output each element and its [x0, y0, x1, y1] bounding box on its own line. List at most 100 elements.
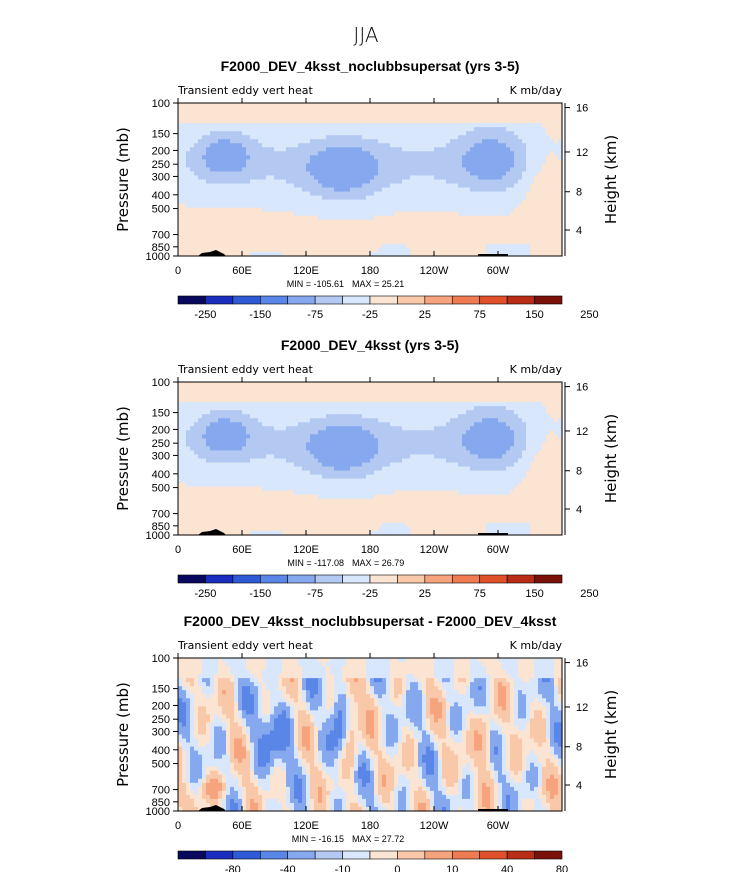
heatmap-cell — [478, 115, 483, 120]
heatmap-cell — [402, 426, 407, 431]
heatmap-cell — [358, 247, 363, 253]
heatmap-cell — [346, 251, 351, 257]
heatmap-cell — [474, 183, 479, 189]
heatmap-cell — [370, 227, 375, 233]
heatmap-cell — [402, 163, 407, 169]
heatmap-cell — [426, 239, 431, 245]
heatmap-cell — [342, 422, 347, 427]
heatmap-cell — [406, 430, 411, 435]
heatmap-cell — [178, 187, 183, 193]
heatmap-cell — [358, 414, 363, 419]
heatmap-cell — [270, 247, 275, 253]
heatmap-cell — [474, 235, 479, 241]
heatmap-cell — [234, 131, 239, 136]
heatmap-cell — [346, 382, 351, 387]
heatmap-cell — [414, 195, 419, 201]
heatmap-cell — [374, 139, 379, 144]
heatmap-cell — [458, 223, 463, 229]
heatmap-cell — [202, 223, 207, 229]
heatmap-cell — [302, 175, 307, 181]
heatmap-cell — [258, 155, 263, 160]
heatmap-cell — [466, 414, 471, 419]
heatmap-cell — [222, 103, 227, 108]
heatmap-cell — [182, 143, 187, 148]
heatmap-cell — [230, 119, 235, 124]
heatmap-cell — [398, 187, 403, 193]
heatmap-cell — [346, 147, 351, 152]
heatmap-cell — [214, 111, 219, 116]
heatmap-cell — [270, 422, 275, 427]
heatmap-cell — [386, 390, 391, 395]
heatmap-cell — [558, 115, 563, 120]
heatmap-cell — [514, 103, 519, 108]
heatmap-cell — [514, 394, 519, 399]
heatmap-cell — [194, 219, 199, 225]
heatmap-cell — [526, 410, 531, 415]
heatmap-cell — [294, 175, 299, 181]
heatmap-cell — [258, 147, 263, 152]
heatmap-cell — [430, 394, 435, 399]
heatmap-cell — [518, 422, 523, 427]
heatmap-cell — [278, 211, 283, 217]
heatmap-cell — [414, 390, 419, 395]
heatmap-cell — [482, 390, 487, 395]
heatmap-cell — [290, 127, 295, 132]
heatmap-cell — [462, 430, 467, 435]
heatmap-cell — [274, 239, 279, 245]
heatmap-cell — [294, 199, 299, 205]
heatmap-cell — [274, 426, 279, 431]
heatmap-cell — [246, 426, 251, 431]
heatmap-cell — [306, 390, 311, 395]
heatmap-cell — [550, 223, 555, 229]
heatmap-cell — [234, 151, 239, 156]
heatmap-cell — [306, 211, 311, 217]
heatmap-cell — [482, 143, 487, 148]
heatmap-cell — [454, 394, 459, 399]
heatmap-cell — [414, 179, 419, 185]
heatmap-cell — [334, 414, 339, 419]
heatmap-cell — [254, 243, 259, 249]
heatmap-cell — [462, 163, 467, 169]
heatmap-cell — [258, 239, 263, 245]
heatmap-cell — [390, 251, 395, 257]
heatmap-cell — [554, 159, 559, 164]
heatmap-cell — [550, 127, 555, 132]
heatmap-cell — [426, 187, 431, 193]
heatmap-cell — [506, 175, 511, 181]
heatmap-cell — [414, 231, 419, 237]
heatmap-cell — [530, 418, 535, 423]
heatmap-cell — [394, 183, 399, 189]
heatmap-cell — [474, 159, 479, 164]
heatmap-cell — [554, 175, 559, 181]
heatmap-cell — [246, 131, 251, 136]
heatmap-cell — [362, 171, 367, 177]
heatmap-cell — [222, 414, 227, 419]
heatmap-cell — [426, 382, 431, 387]
heatmap-cell — [178, 231, 183, 237]
heatmap-cell — [450, 135, 455, 140]
heatmap-cell — [426, 175, 431, 181]
heatmap-cell — [494, 406, 499, 411]
heatmap-cell — [554, 402, 559, 407]
heatmap-cell — [270, 223, 275, 229]
heatmap-cell — [414, 175, 419, 181]
heatmap-cell — [366, 123, 371, 128]
heatmap-cell — [270, 207, 275, 213]
heatmap-cell — [390, 410, 395, 415]
heatmap-cell — [518, 239, 523, 245]
heatmap-cell — [362, 167, 367, 173]
heatmap-cell — [182, 247, 187, 253]
heatmap-cell — [242, 163, 247, 169]
heatmap-cell — [426, 203, 431, 209]
heatmap-cell — [466, 103, 471, 108]
heatmap-cell — [358, 115, 363, 120]
heatmap-cell — [534, 147, 539, 152]
heatmap-cell — [510, 135, 515, 140]
heatmap-cell — [426, 219, 431, 225]
heatmap-cell — [282, 211, 287, 217]
heatmap-cell — [198, 167, 203, 173]
heatmap-cell — [422, 119, 427, 124]
heatmap-cell — [266, 183, 271, 189]
heatmap-cell — [326, 199, 331, 205]
heatmap-cell — [546, 203, 551, 209]
